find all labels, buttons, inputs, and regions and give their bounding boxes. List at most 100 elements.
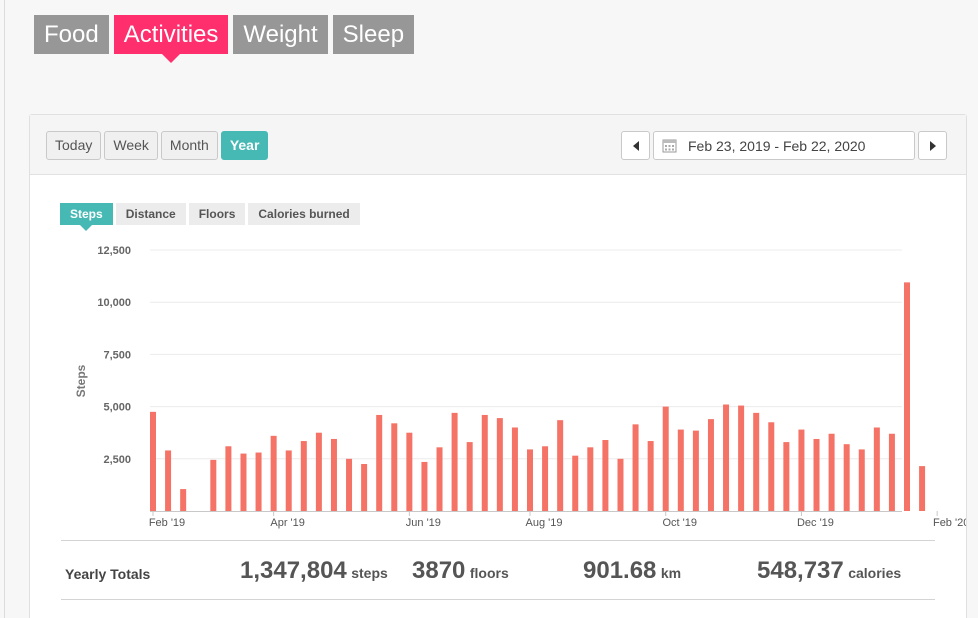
tab-weight[interactable]: Weight [233, 15, 328, 54]
total-calories-unit: calories [848, 565, 902, 581]
total-calories: 548,737 calories [757, 557, 901, 585]
bar [798, 429, 805, 511]
total-floors: 3870 floors [412, 557, 509, 585]
y-tick-label: 7,500 [103, 349, 131, 361]
bar [406, 432, 413, 511]
category-tabs: Food Activities Weight Sleep [34, 15, 419, 63]
total-steps-unit: steps [351, 565, 388, 581]
date-range-text: Feb 23, 2019 - Feb 22, 2020 [688, 137, 866, 154]
activity-panel: Today Week Month Year Feb 23, 2019 - Feb… [29, 114, 967, 618]
yearly-totals-label: Yearly Totals [65, 566, 151, 582]
tab-activities[interactable]: Activities [113, 15, 229, 63]
bar [527, 449, 533, 511]
bar [572, 455, 579, 511]
x-tick-label: Apr '19 [270, 517, 305, 529]
arrow-left-icon [632, 140, 639, 151]
bar [768, 422, 775, 511]
y-tick-label: 2,500 [103, 454, 131, 466]
bar [632, 424, 639, 511]
bar [376, 414, 383, 511]
bar [843, 444, 850, 511]
bar [315, 432, 322, 511]
bar [557, 420, 564, 511]
y-tick-label: 12,500 [97, 245, 131, 257]
bar [391, 423, 398, 511]
today-button[interactable]: Today [46, 131, 102, 160]
total-steps: 1,347,804 steps [240, 557, 388, 585]
bar [511, 427, 518, 511]
bar [692, 430, 699, 511]
y-tick-label: 5,000 [103, 402, 131, 414]
metric-tab-steps[interactable]: Steps [60, 203, 113, 231]
bar [421, 461, 428, 511]
bar [617, 458, 624, 511]
x-tick-label: Dec '19 [797, 517, 834, 529]
period-buttons: Today Week Month Year [46, 131, 271, 160]
bar [180, 489, 187, 511]
bar [828, 433, 835, 511]
x-tick-label: Oct '19 [662, 517, 697, 529]
date-navigator: Feb 23, 2019 - Feb 22, 2020 [621, 131, 947, 160]
bar [813, 438, 820, 511]
bar [783, 442, 790, 511]
bar [662, 406, 669, 511]
yearly-totals: Yearly Totals 1,347,804 steps 3870 floor… [61, 540, 935, 600]
month-button[interactable]: Month [160, 131, 218, 160]
bar [255, 452, 262, 511]
metric-tab-floors[interactable]: Floors [188, 203, 246, 225]
bar [602, 440, 609, 511]
bar [240, 453, 247, 511]
metric-tab-calories-burned[interactable]: Calories burned [248, 203, 360, 225]
total-calories-value: 548,737 [757, 557, 844, 584]
metric-tab-distance[interactable]: Distance [115, 203, 186, 225]
bar [285, 450, 292, 511]
steps-bar-chart: 12,500 10,000 7,500 5,000 2,500 Steps Feb '19 A… [74, 245, 966, 529]
bar [919, 466, 926, 511]
bar [210, 459, 217, 511]
page-left-border [4, 0, 5, 618]
bar [587, 447, 594, 511]
x-tick-label: Feb '19 [149, 517, 185, 529]
bar [753, 412, 760, 511]
previous-period-button[interactable] [621, 131, 650, 160]
bar [466, 442, 473, 511]
week-button[interactable]: Week [104, 131, 158, 160]
total-distance-unit: km [660, 565, 682, 581]
x-tick-label: Feb '20 [933, 517, 966, 529]
bar [451, 412, 458, 511]
bar [481, 414, 488, 511]
bar [361, 464, 368, 511]
total-floors-value: 3870 [412, 557, 466, 584]
year-button[interactable]: Year [220, 131, 269, 160]
arrow-right-icon [929, 140, 936, 151]
total-distance: 901.68 km [583, 557, 681, 585]
tab-sleep[interactable]: Sleep [332, 15, 415, 54]
bar [707, 419, 714, 511]
tab-food[interactable]: Food [34, 15, 109, 54]
bar [888, 433, 895, 511]
bar [542, 446, 549, 511]
bar [738, 405, 745, 511]
metric-tabs: Steps Distance Floors Calories burned [60, 203, 363, 231]
bar [165, 450, 172, 511]
period-toolbar: Today Week Month Year Feb 23, 2019 - Feb… [30, 115, 966, 175]
x-tick-label: Jun '19 [406, 517, 441, 529]
bar [677, 429, 684, 511]
total-floors-unit: floors [469, 565, 509, 581]
x-tick-label: Aug '19 [526, 517, 563, 529]
next-period-button[interactable] [918, 131, 947, 160]
bar [904, 282, 910, 511]
bar [873, 427, 880, 511]
bar [647, 441, 654, 511]
bar [150, 411, 156, 511]
bar [436, 447, 443, 511]
calendar-icon [662, 139, 677, 153]
bar [496, 418, 503, 511]
bar [300, 441, 307, 511]
y-tick-label: 10,000 [97, 297, 131, 309]
total-steps-value: 1,347,804 [240, 557, 347, 584]
y-axis-title: Steps [74, 364, 88, 397]
date-range-picker[interactable]: Feb 23, 2019 - Feb 22, 2020 [653, 131, 915, 160]
bar [270, 435, 277, 511]
bar [346, 458, 353, 511]
